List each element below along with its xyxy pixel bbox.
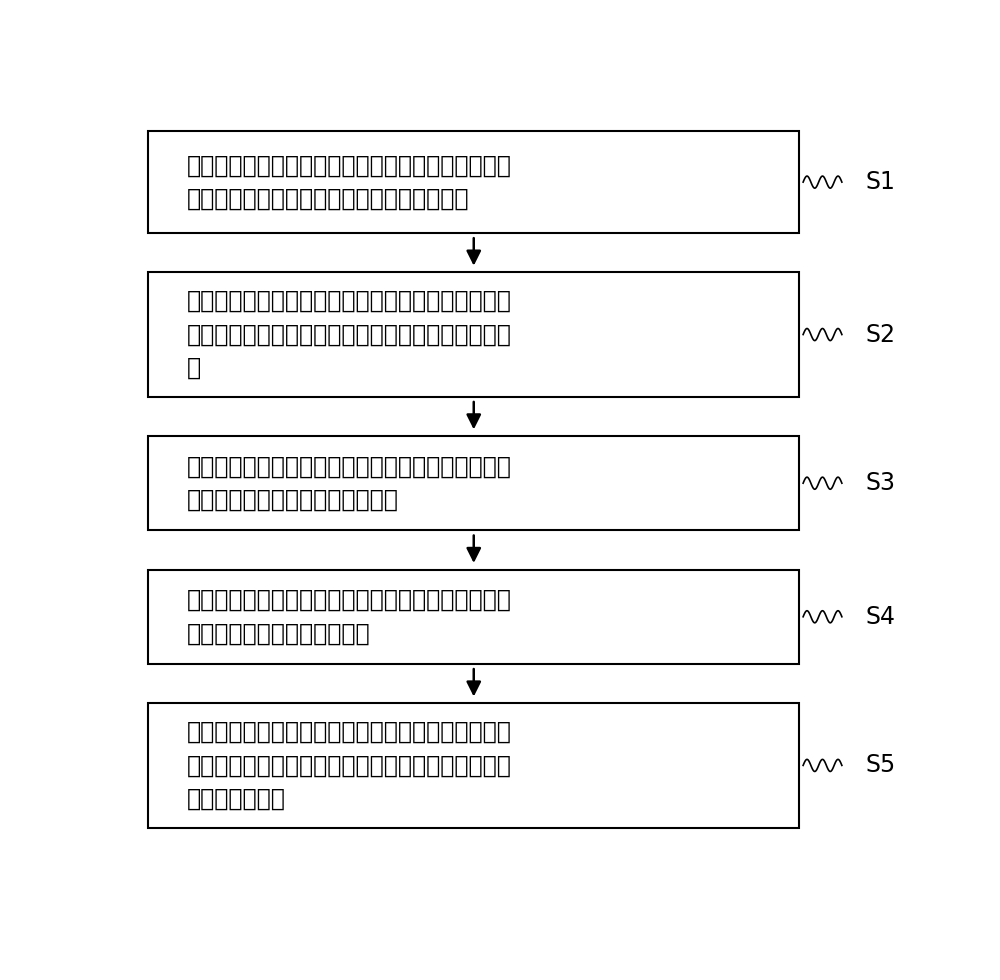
Text: S3: S3: [865, 471, 895, 495]
Text: S4: S4: [865, 605, 895, 629]
Text: 反应堆一回路的冷却剂通过所述入口进入所述流通池
，通过所述出口返回反应堆一回路: 反应堆一回路的冷却剂通过所述入口进入所述流通池 ，通过所述出口返回反应堆一回路: [187, 455, 512, 512]
FancyBboxPatch shape: [148, 704, 799, 828]
Text: 将所述便携式氢分析仪连接在反应堆一回路中，将所
述便携式氢分析仪的供气钢头连接核岛的氮气供应系
统: 将所述便携式氢分析仪连接在反应堆一回路中，将所 述便携式氢分析仪的供气钢头连接核…: [187, 289, 512, 380]
Text: 所述便携式氢分析仪对接入的冷却剂进行测定，获得
冷却剂中氢气和氮气的总含量: 所述便携式氢分析仪对接入的冷却剂进行测定，获得 冷却剂中氢气和氮气的总含量: [187, 588, 512, 646]
Text: S1: S1: [865, 171, 895, 194]
FancyBboxPatch shape: [148, 569, 799, 663]
Text: 将获得的冷却剂中氢气和氮气的总含量减去预先通过
气液相分离器测得的冷却剂中的氮气含量，获得冷却
剂中氢气的含量: 将获得的冷却剂中氢气和氮气的总含量减去预先通过 气液相分离器测得的冷却剂中的氮气…: [187, 720, 512, 810]
Text: 分别将流量计和压力表安装在便携式氢分析仪的流通
池入口和出口上，对便携式氢分析仪进行标定: 分别将流量计和压力表安装在便携式氢分析仪的流通 池入口和出口上，对便携式氢分析仪…: [187, 153, 512, 211]
FancyBboxPatch shape: [148, 131, 799, 233]
FancyBboxPatch shape: [148, 436, 799, 530]
Text: S5: S5: [865, 754, 895, 777]
FancyBboxPatch shape: [148, 272, 799, 397]
Text: S2: S2: [865, 322, 895, 347]
